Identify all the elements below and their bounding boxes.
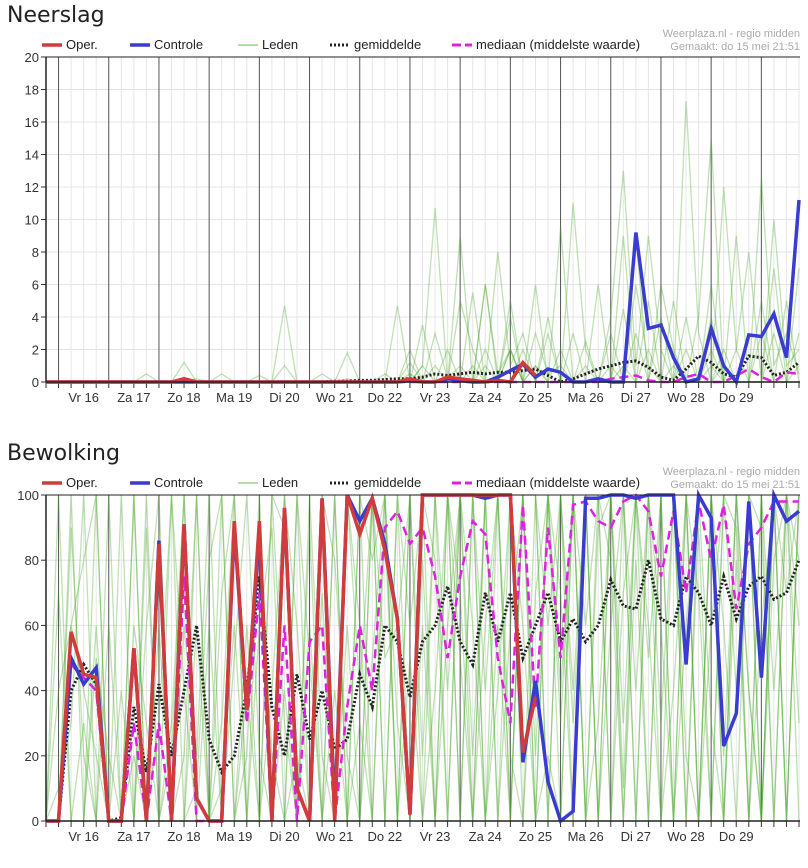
x-day-label: Vr 16 (68, 390, 99, 405)
x-day-label: Do 22 (367, 390, 402, 405)
x-day-label: Di 27 (621, 390, 651, 405)
x-day-label: Wo 28 (667, 390, 704, 405)
x-day-label: Do 22 (367, 829, 402, 844)
source-credit: Weerplaza.nl - regio midden (663, 28, 800, 40)
x-day-label: Vr 23 (420, 390, 451, 405)
y-tick-label: 14 (25, 148, 39, 163)
y-tick-label: 20 (25, 749, 39, 764)
chart-1 (41, 481, 801, 827)
x-day-label: Di 20 (269, 390, 299, 405)
x-day-label: Zo 18 (167, 829, 200, 844)
legend-mediaan-label: mediaan (middelste waarde) (476, 475, 640, 490)
y-tick-label: 40 (25, 684, 39, 699)
x-day-label: Di 27 (621, 829, 651, 844)
x-day-label: Zo 18 (167, 390, 200, 405)
chart-title-neerslag: Neerslag (7, 3, 105, 28)
made-timestamp: Gemaakt: do 15 mei 21:51 (670, 41, 800, 53)
y-tick-label: 18 (25, 83, 39, 98)
legend-gemiddelde-label: gemiddelde (354, 475, 421, 490)
y-tick-label: 6 (32, 278, 39, 293)
x-day-label: Za 17 (117, 390, 150, 405)
x-day-label: Wo 21 (316, 390, 353, 405)
x-day-label: Di 20 (269, 829, 299, 844)
x-day-label: Do 29 (719, 390, 754, 405)
y-tick-label: 4 (32, 310, 39, 325)
y-tick-label: 2 (32, 343, 39, 358)
x-day-label: Ma 26 (568, 829, 604, 844)
x-day-label: Do 29 (719, 829, 754, 844)
x-day-label: Za 24 (469, 390, 502, 405)
x-day-label: Za 24 (469, 829, 502, 844)
legend-gemiddelde-label: gemiddelde (354, 37, 421, 52)
y-tick-label: 100 (17, 488, 39, 503)
x-day-label: Vr 16 (68, 829, 99, 844)
y-tick-label: 16 (25, 115, 39, 130)
y-tick-label: 80 (25, 553, 39, 568)
legend-leden-label: Leden (262, 37, 298, 52)
legend-controle-label: Controle (154, 475, 203, 490)
legend-leden-label: Leden (262, 475, 298, 490)
chart-0 (41, 43, 801, 388)
x-day-label: Ma 19 (216, 390, 252, 405)
legend-oper-label: Oper. (66, 37, 98, 52)
x-day-label: Za 17 (117, 829, 150, 844)
y-tick-label: 0 (32, 375, 39, 390)
y-tick-label: 12 (25, 180, 39, 195)
legend-oper-label: Oper. (66, 475, 98, 490)
legend-controle-label: Controle (154, 37, 203, 52)
y-tick-label: 0 (32, 814, 39, 829)
mean-line (46, 559, 801, 823)
x-day-label: Vr 23 (420, 829, 451, 844)
source-credit: Weerplaza.nl - regio midden (663, 466, 800, 478)
chart-title-bewolking: Bewolking (7, 441, 120, 466)
y-tick-label: 20 (25, 50, 39, 65)
x-day-label: Zo 25 (519, 390, 552, 405)
x-day-label: Ma 26 (568, 390, 604, 405)
x-day-label: Ma 19 (216, 829, 252, 844)
made-timestamp: Gemaakt: do 15 mei 21:51 (670, 479, 800, 491)
y-tick-label: 10 (25, 213, 39, 228)
x-day-label: Zo 25 (519, 829, 552, 844)
y-tick-label: 8 (32, 245, 39, 260)
y-tick-label: 60 (25, 618, 39, 633)
x-day-label: Wo 28 (667, 829, 704, 844)
x-day-label: Wo 21 (316, 829, 353, 844)
legend-mediaan-label: mediaan (middelste waarde) (476, 37, 640, 52)
